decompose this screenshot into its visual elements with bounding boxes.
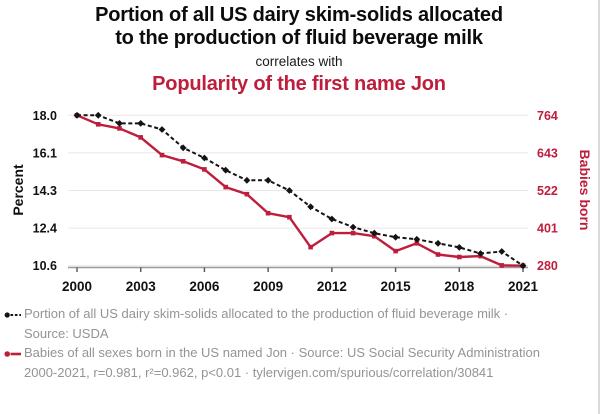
chart-title-line1: Portion of all US dairy skim-solids allo… — [95, 4, 503, 26]
x-axis-tick-label: 2003 — [126, 279, 157, 294]
data-point-jon — [159, 152, 165, 158]
data-point-jon — [287, 214, 292, 220]
data-point-dairy — [116, 120, 123, 127]
title-block: Portion of all US dairy skim-solids allo… — [0, 0, 598, 95]
data-point-dairy — [222, 166, 230, 174]
data-point-dairy — [498, 248, 506, 255]
dairy-series-legend-icon — [4, 312, 21, 318]
left-axis-title: Percent — [10, 164, 26, 216]
x-axis-tick-label: 2009 — [253, 279, 283, 294]
data-point-dairy — [264, 176, 272, 184]
data-point-jon — [265, 210, 271, 216]
left-axis-tick-label: 14.3 — [33, 184, 57, 198]
x-axis-tick-label: 2018 — [444, 279, 475, 294]
correlates-with-label: correlates with — [255, 54, 343, 69]
gridlines-group: 18.0 764 16.1 643 14.3 522 12.4 401 10.6 280 — [33, 109, 558, 273]
data-point-dairy — [392, 233, 399, 241]
data-point-jon — [435, 252, 441, 257]
right-axis-tick-label: 764 — [537, 109, 558, 123]
legend: Portion of all US dairy skim-solids allo… — [4, 304, 560, 382]
data-point-dairy — [307, 203, 314, 211]
data-point-jon — [414, 241, 420, 246]
right-axis-tick-label: 280 — [537, 259, 558, 273]
data-point-jon — [244, 191, 250, 197]
secondary-title: Popularity of the first name Jon — [152, 73, 446, 95]
series-line-jon — [76, 114, 524, 267]
x-axis-tick-label: 2021 — [508, 279, 539, 294]
data-point-dairy — [158, 126, 166, 133]
legend-label-dairy: Portion of all US dairy skim-solids allo… — [24, 306, 509, 341]
data-point-dairy — [94, 111, 102, 119]
data-point-jon — [457, 254, 462, 260]
data-point-dairy — [328, 215, 336, 223]
left-axis-tick-label: 16.1 — [33, 146, 57, 160]
x-axis-tick-label: 2015 — [381, 279, 412, 294]
right-axis-tick-label: 401 — [537, 222, 558, 236]
data-point-jon — [180, 159, 186, 164]
data-point-jon — [393, 248, 398, 254]
data-point-dairy — [455, 244, 463, 251]
data-point-dairy — [349, 223, 357, 231]
data-point-dairy — [286, 187, 293, 194]
data-point-jon — [202, 167, 207, 172]
data-point-dairy — [370, 229, 378, 237]
legend-entry-dairy: Portion of all US dairy skim-solids allo… — [4, 304, 560, 343]
chart-title: Portion of all US dairy skim-solids allo… — [0, 4, 598, 50]
series-line-dairy — [77, 114, 524, 267]
left-axis-tick-label: 12.4 — [33, 222, 57, 236]
data-point-jon — [499, 263, 505, 268]
data-point-dairy — [201, 154, 208, 162]
data-point-jon — [329, 230, 335, 236]
x-axis-tick-label: 2012 — [317, 279, 347, 294]
chart-title-line2: to the production of fluid beverage milk — [115, 27, 483, 49]
series-group — [73, 111, 527, 270]
x-axis-tick-label: 2000 — [62, 279, 92, 294]
data-point-jon — [223, 184, 228, 190]
data-point-jon — [117, 126, 122, 131]
data-point-dairy — [519, 262, 527, 270]
x-axis-group: 2000 2003 2006 2009 2012 2015 2018 2021 — [62, 266, 539, 294]
stats-footer: 2000-2021, r=0.981, r²=0.962, p<0.01 · t… — [24, 364, 494, 380]
legend-entry-jon: Babies of all sexes born in the US named… — [4, 343, 560, 363]
right-axis-title: Babies born — [577, 150, 593, 231]
data-point-jon — [350, 230, 356, 236]
right-axis-tick-label: 643 — [537, 146, 558, 160]
right-axis-tick-label: 522 — [537, 184, 558, 198]
legend-label-jon: Babies of all sexes born in the US named… — [24, 345, 540, 360]
data-point-dairy — [434, 239, 442, 247]
jon-series-legend-icon — [4, 351, 21, 357]
left-axis-tick-label: 10.6 — [33, 259, 57, 273]
data-point-dairy — [413, 235, 421, 243]
data-point-jon — [138, 135, 143, 140]
data-point-jon — [308, 244, 313, 250]
data-point-dairy — [137, 120, 145, 127]
data-point-dairy — [73, 111, 81, 119]
data-point-dairy — [477, 250, 484, 257]
data-point-jon — [95, 122, 101, 127]
data-point-dairy — [179, 144, 187, 152]
left-axis-tick-label: 18.0 — [33, 109, 57, 123]
x-axis-tick-label: 2006 — [189, 279, 220, 294]
data-point-dairy — [243, 176, 251, 184]
